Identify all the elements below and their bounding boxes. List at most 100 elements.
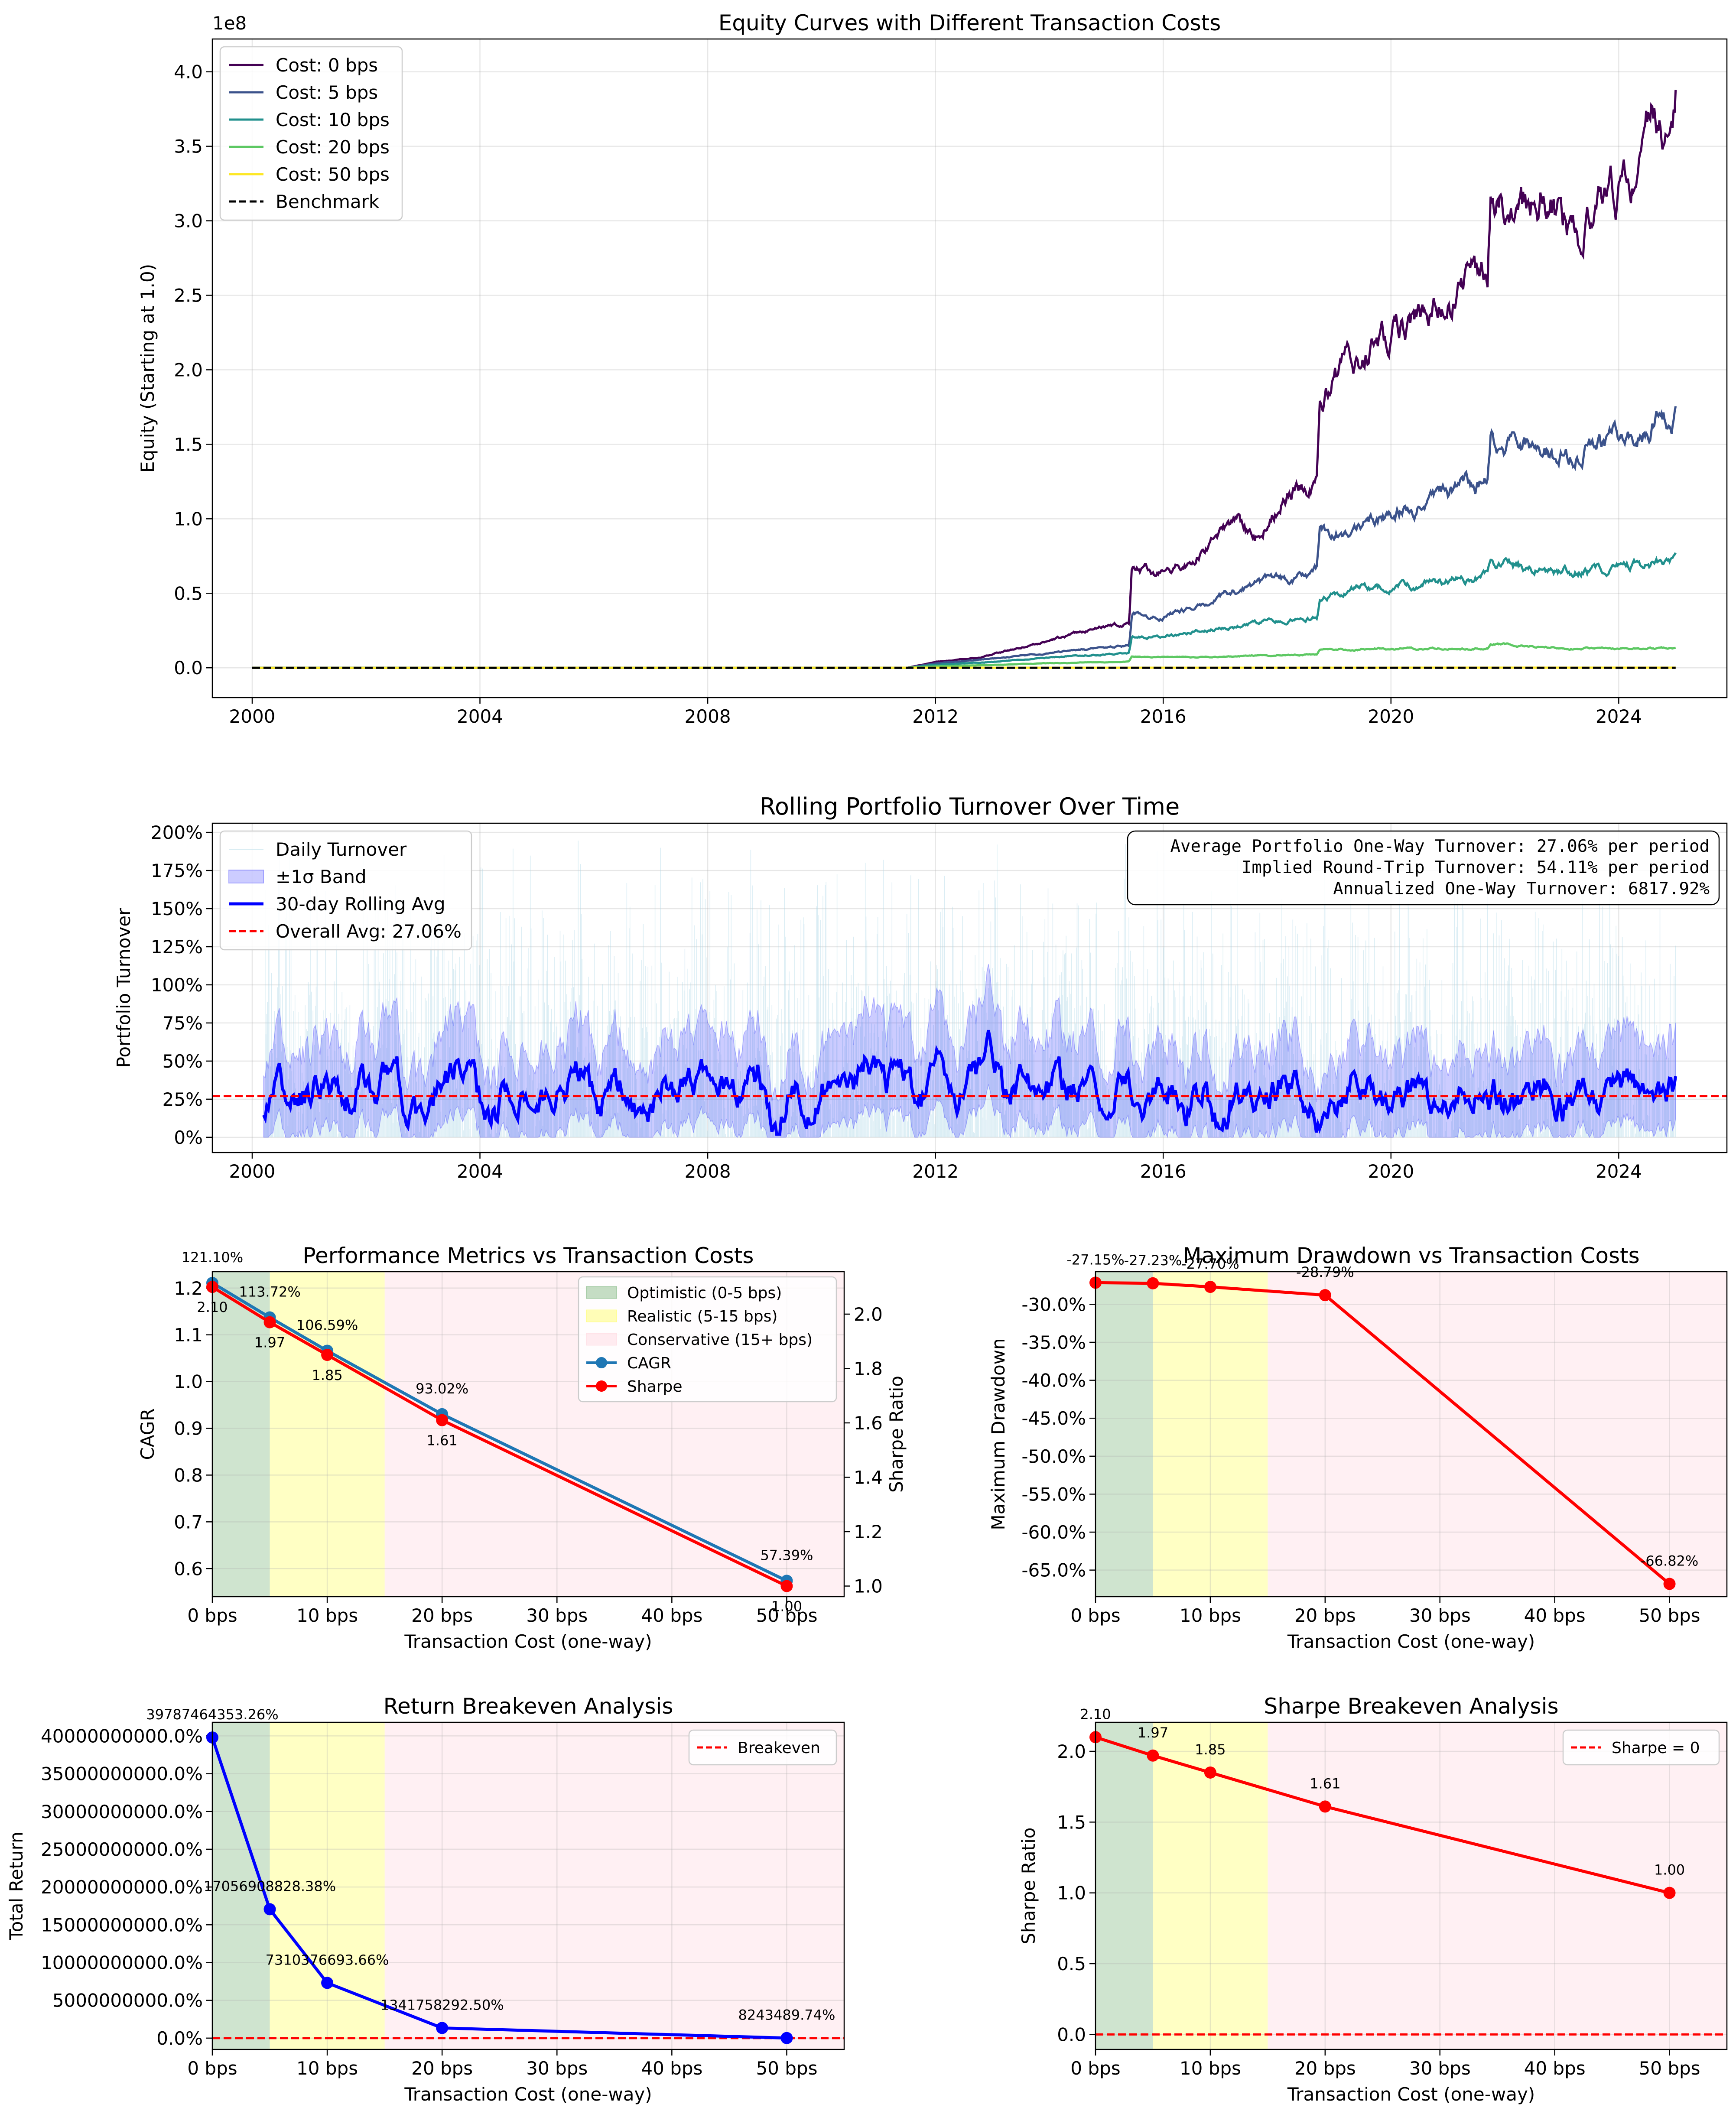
cost-region xyxy=(1153,1272,1268,1597)
y-right-tick-label: 1.0 xyxy=(854,1576,883,1597)
y-tick-label: 25000000000.0% xyxy=(41,1839,203,1860)
y-tick-label: 30000000000.0% xyxy=(41,1801,203,1822)
x-tick-label: 2000 xyxy=(229,706,276,727)
cost-region xyxy=(270,1722,385,2049)
data-label: 57.39% xyxy=(760,1547,813,1563)
data-label: 1.61 xyxy=(1310,1775,1340,1792)
y-tick-label: 1.0 xyxy=(1057,1883,1086,1904)
grid xyxy=(1095,1272,1727,1597)
legend-label: Daily Turnover xyxy=(276,839,407,860)
data-label: 39787464353.26% xyxy=(146,1706,278,1723)
legend-label: Realistic (5-15 bps) xyxy=(627,1308,777,1325)
y-right-tick-label: 1.4 xyxy=(854,1467,883,1488)
x-tick-label: 30 bps xyxy=(526,2058,588,2079)
y-tick-label: -65.0% xyxy=(1021,1560,1086,1581)
x-axis-label: Transaction Cost (one-way) xyxy=(404,1631,652,1652)
cost-region xyxy=(1268,1722,1727,2049)
x-tick-label: 2024 xyxy=(1596,1161,1642,1182)
data-point xyxy=(436,1414,449,1426)
y-axis-label: Equity (Starting at 1.0) xyxy=(137,264,158,473)
data-label: 121.10% xyxy=(182,1249,243,1266)
data-label: 1.61 xyxy=(427,1432,458,1449)
x-tick-label: 30 bps xyxy=(1409,1605,1471,1626)
legend-label: Cost: 20 bps xyxy=(276,136,390,158)
data-label: 93.02% xyxy=(416,1380,468,1397)
x-tick-label: 50 bps xyxy=(756,1605,817,1626)
y-tick-label: 5000000000.0% xyxy=(52,1990,203,2011)
legend: Daily Turnover ±1σ Band 30-day Rolling Avg… xyxy=(219,830,472,951)
y-tick-label: 0.0 xyxy=(174,657,203,679)
legend-label: Optimistic (0-5 bps) xyxy=(627,1284,782,1302)
y-tick-label: 100% xyxy=(151,974,203,996)
x-tick-label: 40 bps xyxy=(641,2058,702,2079)
data-point xyxy=(436,2022,449,2034)
legend-swatch xyxy=(586,1333,617,1346)
data-label: -27.70% xyxy=(1181,1256,1239,1272)
legend-label: Benchmark xyxy=(276,191,380,212)
x-tick-label: 10 bps xyxy=(296,2058,358,2079)
data-label: 113.72% xyxy=(239,1284,300,1300)
x-tick-label: 10 bps xyxy=(296,1605,358,1626)
cost-region xyxy=(1096,1722,1153,2049)
x-tick-label: 20 bps xyxy=(1294,1605,1356,1626)
y-tick-label: 0.5 xyxy=(1057,1953,1086,1974)
y-tick-label: 3.5 xyxy=(174,136,203,157)
legend-box xyxy=(1562,1729,1720,1766)
legend-label: Cost: 10 bps xyxy=(276,109,390,130)
y-tick-label: 0.0% xyxy=(156,2028,203,2049)
y-tick-label: -55.0% xyxy=(1021,1484,1086,1505)
legend-label: Cost: 50 bps xyxy=(276,164,390,185)
y-tick-label: 4.0 xyxy=(174,62,203,83)
data-label: 8243489.74% xyxy=(738,2007,835,2023)
data-point xyxy=(1319,1289,1331,1302)
sharpe-breakeven-chart: 0 bps 10 bps 20 bps 30 bps 40 bps 50 bps 0.0 0.… xyxy=(1018,1694,1728,2105)
turnover-chart: 2000 2004 2008 2012 2016 2020 2024 0% 25% 50% 75% 1… xyxy=(113,793,1728,1182)
axes-frame xyxy=(211,1721,845,2050)
legend-label: Cost: 5 bps xyxy=(276,82,378,103)
y-tick-label: 1.1 xyxy=(174,1325,203,1346)
y-tick-label: 1.0 xyxy=(174,1371,203,1393)
y-tick-label: 1.5 xyxy=(174,434,203,455)
series-line-cost-0-bps xyxy=(252,90,1677,669)
data-label: 1.00 xyxy=(771,1598,802,1615)
chart-title: Sharpe Breakeven Analysis xyxy=(1264,1694,1558,1719)
data-point xyxy=(263,1316,276,1328)
x-tick-label: 2012 xyxy=(912,1161,959,1182)
chart-title: Maximum Drawdown vs Transaction Costs xyxy=(1183,1243,1639,1268)
x-tick-label: 50 bps xyxy=(1639,2058,1700,2079)
y-tick-label: -35.0% xyxy=(1021,1332,1086,1353)
y-tick-label: -50.0% xyxy=(1021,1446,1086,1467)
x-axis-label: Transaction Cost (one-way) xyxy=(1287,2084,1535,2105)
y-axis-label: Maximum Drawdown xyxy=(988,1338,1009,1530)
legend: Optimistic (0-5 bps) Realistic (5-15 bps)… xyxy=(578,1276,837,1403)
equity-chart: 2000 2004 2008 2012 2016 2020 2024 0.0 0.5 1.0 1.5… xyxy=(137,10,1728,727)
data-label: 7310376693.66% xyxy=(266,1952,389,1968)
legend-label: Sharpe xyxy=(627,1378,683,1396)
y-right-tick-label: 1.8 xyxy=(854,1358,883,1379)
data-label: -27.15% xyxy=(1066,1251,1125,1268)
y-tick-label: 2.0 xyxy=(1057,1741,1086,1762)
x-tick-label: 2004 xyxy=(457,1161,503,1182)
x-tick-label: 2016 xyxy=(1140,706,1187,727)
x-tick-label: 0 bps xyxy=(1070,1605,1120,1626)
series-line-cost-10-bps xyxy=(252,552,1677,669)
data-point xyxy=(1663,1887,1676,1899)
y-axis-label: CAGR xyxy=(137,1408,158,1460)
y-right-tick-label: 1.6 xyxy=(854,1413,883,1434)
legend-label: Sharpe = 0 xyxy=(1612,1739,1700,1757)
legend-label: Overall Avg: 27.06% xyxy=(276,921,462,942)
series-line-cost-5-bps xyxy=(252,406,1677,669)
axes-frame xyxy=(211,38,1728,698)
data-label: 106.59% xyxy=(296,1317,358,1333)
y-tick-label: 175% xyxy=(151,860,203,881)
info-box-line: Annualized One-Way Turnover: 6817.92% xyxy=(1333,879,1710,899)
data-label: 1.97 xyxy=(1138,1724,1168,1741)
y-tick-label: 40000000000.0% xyxy=(41,1725,203,1747)
y-tick-label: 0.5 xyxy=(174,583,203,604)
cost-region xyxy=(384,1722,844,2049)
data-point xyxy=(1319,1800,1331,1813)
y-tick-label: 50% xyxy=(163,1051,203,1072)
data-label: 1.00 xyxy=(1654,1862,1685,1878)
y-tick-label: 0.9 xyxy=(174,1418,203,1439)
y-axis-label: Sharpe Ratio xyxy=(1018,1828,1039,1945)
